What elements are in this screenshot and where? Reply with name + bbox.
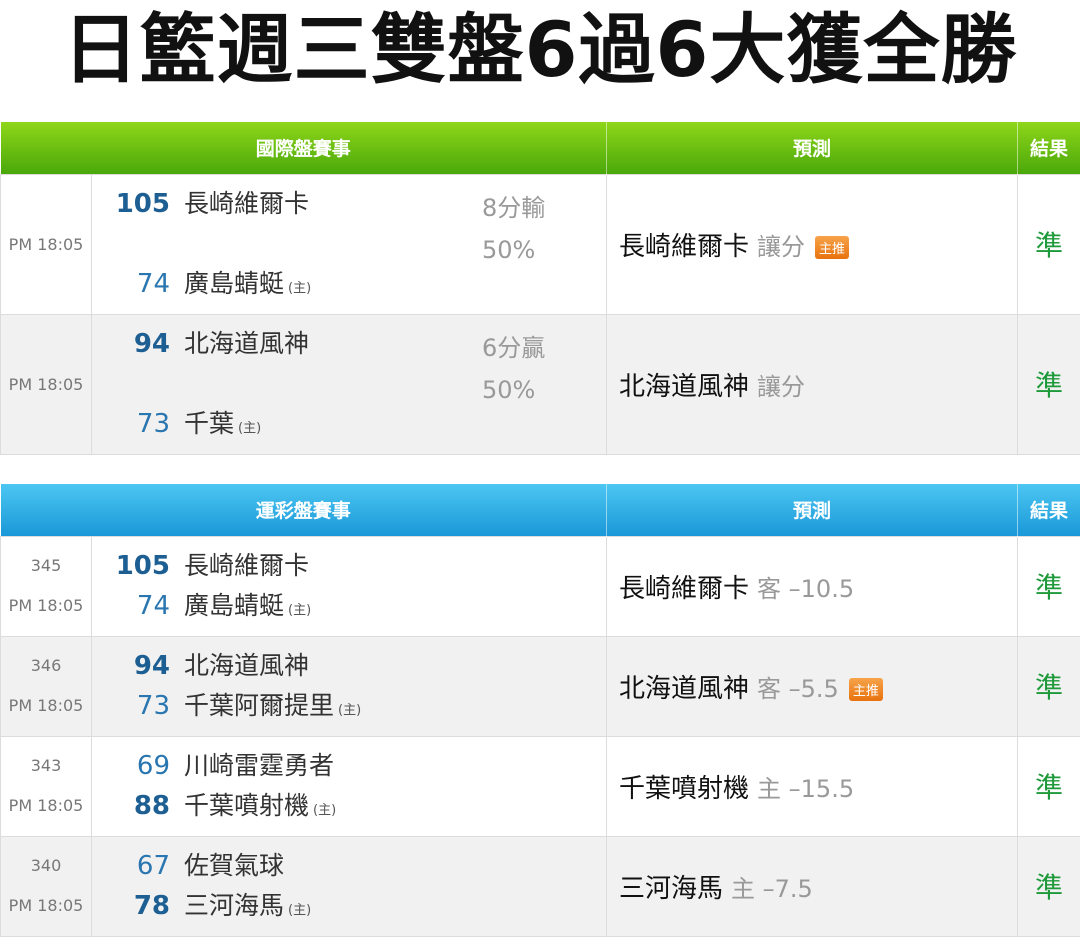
sports-lottery-table: 運彩盤賽事 預測 結果 345 PM 18:05 105 長崎維爾卡 74 廣島蜻蜓 (主)…: [0, 484, 1080, 937]
pick-type: 讓分: [757, 232, 806, 261]
odds-spread: 6分贏: [482, 333, 546, 362]
away-team: 川崎雷霆勇者: [184, 751, 335, 780]
match-time: PM 18:05: [8, 696, 84, 715]
away-score: 67: [136, 851, 170, 881]
away-team: 長崎維爾卡: [184, 189, 310, 218]
result: 準: [1017, 835, 1080, 937]
home-score: 74: [136, 591, 170, 621]
home-mark: (主): [288, 603, 312, 618]
prediction-cell: 北海道風神客 –5.5 主推: [606, 635, 1019, 737]
home-score: 74: [136, 269, 170, 299]
prediction-cell: 長崎維爾卡 讓分 主推: [606, 173, 1019, 315]
home-score: 88: [133, 791, 170, 821]
match-cell: 94 北海道風神 73 千葉 (主) 6分贏 50%: [90, 313, 608, 455]
pick-team: 北海道風神: [619, 371, 750, 402]
away-score: 105: [115, 189, 170, 219]
table-row: PM 18:05 94 北海道風神 73 千葉 (主) 6分贏 50% 北海道風神 讓分 …: [0, 313, 1080, 455]
away-score: 105: [115, 551, 170, 581]
match-cell: 94 北海道風神 73 千葉阿爾提里 (主): [90, 635, 608, 737]
match-time: PM 18:05: [0, 313, 92, 455]
header-result: 結果: [1017, 122, 1080, 174]
home-score: 73: [136, 409, 170, 439]
home-mark: (主): [313, 803, 337, 818]
match-id: 343: [30, 756, 62, 775]
pick-type: 讓分: [757, 372, 806, 401]
pick-team: 千葉噴射機: [619, 773, 750, 804]
pick-team: 長崎維爾卡: [619, 573, 750, 604]
pick-team: 長崎維爾卡: [619, 231, 750, 262]
match-id: 346: [30, 656, 62, 675]
page-title: 日籃週三雙盤6過6大獲全勝: [62, 5, 1018, 94]
pick-line: 客 –5.5: [757, 674, 839, 703]
away-score: 69: [136, 751, 170, 781]
table-row: 340 PM 18:05 67 佐賀氣球 78 三河海馬 (主) 三河海馬主 –7.5 …: [0, 835, 1080, 937]
home-score: 78: [133, 891, 170, 921]
home-team: 三河海馬: [184, 891, 285, 920]
result: 準: [1017, 735, 1080, 837]
prediction-cell: 長崎維爾卡客 –10.5: [606, 535, 1019, 637]
match-info: 340 PM 18:05: [0, 835, 92, 937]
match-time: PM 18:05: [8, 896, 84, 915]
home-score: 73: [136, 691, 170, 721]
odds-percent: 50%: [482, 375, 536, 404]
header-result: 結果: [1017, 484, 1080, 536]
match-info: 343 PM 18:05: [0, 735, 92, 837]
away-team: 北海道風神: [184, 329, 310, 358]
pick-line: 主 –15.5: [757, 774, 855, 803]
away-score: 94: [133, 651, 170, 681]
prediction-cell: 三河海馬主 –7.5: [606, 835, 1019, 937]
pick-line: 主 –7.5: [731, 874, 813, 903]
prediction-cell: 千葉噴射機主 –15.5: [606, 735, 1019, 837]
match-id: 340: [30, 856, 62, 875]
home-mark: (主): [238, 421, 262, 436]
match-id: 345: [30, 556, 62, 575]
match-cell: 67 佐賀氣球 78 三河海馬 (主): [90, 835, 608, 937]
featured-badge: 主推: [815, 235, 850, 259]
home-mark: (主): [338, 703, 362, 718]
home-mark: (主): [288, 903, 312, 918]
match-time: PM 18:05: [8, 796, 84, 815]
away-team: 長崎維爾卡: [184, 551, 310, 580]
home-team: 千葉噴射機: [184, 791, 310, 820]
match-cell: 105 長崎維爾卡 74 廣島蜻蜓 (主): [90, 535, 608, 637]
pick-team: 北海道風神: [619, 673, 750, 704]
featured-badge: 主推: [848, 677, 883, 701]
match-cell: 105 長崎維爾卡 74 廣島蜻蜓 (主) 8分輸 50%: [90, 173, 608, 315]
away-score: 94: [133, 329, 170, 359]
result: 準: [1017, 535, 1080, 637]
match-info: 345 PM 18:05: [0, 535, 92, 637]
header-match: 運彩盤賽事: [0, 484, 608, 536]
match-time: PM 18:05: [8, 596, 84, 615]
pick-team: 三河海馬: [619, 873, 724, 904]
home-mark: (主): [288, 281, 312, 296]
table-row: 346 PM 18:05 94 北海道風神 73 千葉阿爾提里 (主) 北海道風神客 –…: [0, 635, 1080, 737]
away-team: 北海道風神: [184, 651, 310, 680]
pick-line: 客 –10.5: [757, 574, 855, 603]
table-row: 343 PM 18:05 69 川崎雷霆勇者 88 千葉噴射機 (主) 千葉噴射機主 –…: [0, 735, 1080, 837]
match-info: 346 PM 18:05: [0, 635, 92, 737]
table-row: PM 18:05 105 長崎維爾卡 74 廣島蜻蜓 (主) 8分輸 50% 長崎維爾卡…: [0, 173, 1080, 315]
result: 準: [1017, 173, 1080, 315]
home-team: 千葉: [184, 409, 235, 438]
result: 準: [1017, 313, 1080, 455]
away-team: 佐賀氣球: [184, 851, 285, 880]
match-cell: 69 川崎雷霆勇者 88 千葉噴射機 (主): [90, 735, 608, 837]
table-row: 345 PM 18:05 105 長崎維爾卡 74 廣島蜻蜓 (主) 長崎維爾卡客 –1…: [0, 535, 1080, 637]
header-prediction: 預測: [606, 484, 1019, 536]
international-odds-table: 國際盤賽事 預測 結果 PM 18:05 105 長崎維爾卡 74 廣島蜻蜓 (主) 8分…: [0, 122, 1080, 455]
home-team: 廣島蜻蜓: [184, 269, 285, 298]
match-time: PM 18:05: [0, 173, 92, 315]
home-team: 千葉阿爾提里: [184, 691, 335, 720]
header-prediction: 預測: [606, 122, 1019, 174]
header-match: 國際盤賽事: [0, 122, 608, 174]
prediction-cell: 北海道風神 讓分: [606, 313, 1019, 455]
result: 準: [1017, 635, 1080, 737]
odds-percent: 50%: [482, 235, 536, 264]
home-team: 廣島蜻蜓: [184, 591, 285, 620]
odds-spread: 8分輸: [482, 193, 546, 222]
